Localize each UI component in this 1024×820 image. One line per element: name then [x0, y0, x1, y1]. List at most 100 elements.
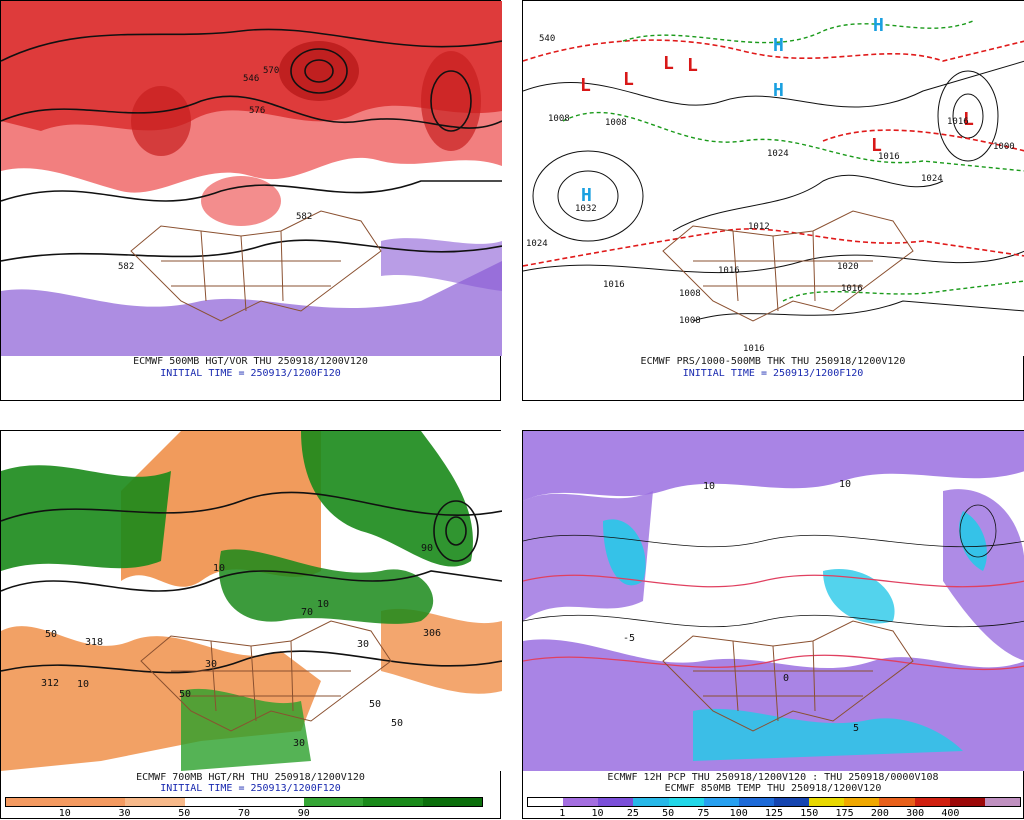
- map-label: 1016: [743, 344, 765, 354]
- map-label: 1032: [575, 204, 597, 214]
- map-500mb: 546 570 576 582 582: [1, 1, 502, 356]
- colorbar-swatch: [563, 798, 599, 806]
- map-label: 10: [839, 479, 851, 490]
- colorbar-tick-label: 30: [118, 808, 131, 819]
- colorbar-swatch: [528, 798, 564, 806]
- map-label: 1016: [878, 152, 900, 162]
- panel-mslp-thickness: L L L L L L H H H H 540 1008 1008 1024 1…: [522, 0, 1024, 401]
- map-label: 90: [421, 543, 433, 554]
- colorbar-swatch: [738, 798, 774, 806]
- caption-line-2: INITIAL TIME = 250913/1200F120: [682, 368, 864, 379]
- colorbar-swatch: [65, 798, 125, 806]
- colorbar-swatch: [303, 798, 363, 806]
- pressure-low-symbol: L: [871, 135, 882, 156]
- map-label: 1016: [841, 284, 863, 294]
- pressure-high-symbol: H: [581, 185, 592, 206]
- colorbar-swatch: [879, 798, 915, 806]
- pressure-low-symbol: L: [687, 55, 698, 76]
- pressure-low-symbol: L: [663, 53, 674, 74]
- colorbar-tick-label: 25: [626, 808, 639, 819]
- map-label: 1008: [548, 114, 570, 124]
- map-label: 1008: [679, 289, 701, 299]
- map-label: 570: [263, 66, 279, 76]
- colorbar-swatch: [844, 798, 880, 806]
- colorbar-tick-label: 100: [729, 808, 748, 819]
- panel-500mb: 546 570 576 582 582 ECMWF 500MB HGT/VOR …: [0, 0, 502, 401]
- map-label: 1024: [526, 239, 548, 249]
- map-label: 312: [41, 678, 59, 689]
- map-label: 1000: [993, 142, 1015, 152]
- colorbar-pcp: [527, 797, 1021, 807]
- colorbar-swatch: [773, 798, 810, 806]
- caption-line-1: ECMWF 500MB HGT/VOR THU 250918/1200V120: [133, 356, 368, 367]
- map-label: 10: [317, 599, 329, 610]
- pressure-low-symbol: L: [580, 75, 591, 96]
- pressure-high-symbol: H: [873, 15, 884, 36]
- colorbar-swatch: [703, 798, 739, 806]
- map-label: 582: [118, 262, 134, 272]
- caption-line-1: ECMWF 700MB HGT/RH THU 250918/1200V120: [136, 772, 365, 783]
- map-label: 10: [703, 481, 715, 492]
- caption-line-2: INITIAL TIME = 250913/1200F120: [160, 783, 341, 794]
- colorbar-tick-label: 50: [662, 808, 675, 819]
- colorbar-tick-label: 175: [835, 808, 854, 819]
- map-label: 10: [77, 679, 89, 690]
- map-label: 546: [243, 74, 259, 84]
- map-label: 0: [783, 673, 789, 684]
- map-label: 50: [391, 718, 403, 729]
- map-label: 1016: [603, 280, 625, 290]
- colorbar-swatch: [984, 798, 1020, 806]
- map-label: 1008: [605, 118, 627, 128]
- colorbar-tick-label: 75: [697, 808, 710, 819]
- colorbar-swatch: [125, 798, 185, 806]
- colorbar-tick-label: 70: [237, 808, 251, 819]
- map-label: 540: [539, 34, 555, 44]
- map-label: 1016: [718, 266, 740, 276]
- colorbar-tick-label: 150: [800, 808, 819, 819]
- colorbar-swatch: [244, 798, 304, 806]
- map-label: 10: [213, 563, 225, 574]
- map-label: 50: [45, 629, 57, 640]
- map-label: 1016: [947, 117, 969, 127]
- map-pcp: 10 10 -5 0 5: [523, 431, 1024, 771]
- colorbar-tick-label: 50: [178, 808, 191, 819]
- map-label: 582: [296, 212, 312, 222]
- caption-line-2: INITIAL TIME = 250913/1200F120: [160, 368, 341, 379]
- map-label: 50: [369, 699, 381, 710]
- colorbar-tick-label: 200: [870, 808, 889, 819]
- map-label: -5: [623, 633, 635, 644]
- colorbar-swatch: [598, 798, 634, 806]
- caption-line-1: ECMWF 12H PCP THU 250918/1200V120 : THU …: [607, 772, 939, 783]
- caption-line-2: ECMWF 850MB TEMP THU 250918/1200V120: [664, 783, 882, 794]
- map-label: 50: [179, 689, 191, 700]
- colorbar-swatch: [6, 798, 66, 806]
- colorbar-swatch: [422, 798, 482, 806]
- map-label: 576: [249, 106, 265, 116]
- map-label: 1020: [837, 262, 859, 272]
- colorbar-swatch: [363, 798, 423, 806]
- colorbar-rh: [5, 797, 483, 807]
- map-mslp: L L L L L L H H H H 540 1008 1008 1024 1…: [523, 1, 1024, 356]
- map-label: 70: [301, 607, 313, 618]
- pressure-high-symbol: H: [773, 35, 784, 56]
- map-label: 306: [423, 628, 441, 639]
- colorbar-swatch: [809, 798, 845, 806]
- colorbar-tick-label: 400: [941, 808, 960, 819]
- colorbar-tick-label: 10: [591, 808, 604, 819]
- colorbar-swatch: [914, 798, 950, 806]
- colorbar-pcp-ticks: 1 10 25 50 75 100 125 150 175 200 300 400: [527, 808, 1021, 820]
- colorbar-tick-label: 90: [297, 808, 310, 819]
- colorbar-swatch: [949, 798, 985, 806]
- colorbar-rh-ticks: 10 30 50 70 90: [5, 808, 483, 820]
- colorbar-tick-label: 10: [58, 808, 71, 819]
- map-label: 30: [293, 738, 305, 749]
- map-label: 1024: [767, 149, 789, 159]
- map-label: 1024: [921, 174, 943, 184]
- pressure-low-symbol: L: [623, 69, 634, 90]
- map-label: 5: [853, 723, 859, 734]
- colorbar-swatch: [633, 798, 669, 806]
- colorbar-tick-label: 125: [764, 808, 784, 819]
- colorbar-swatch: [184, 798, 244, 806]
- colorbar-tick-label: 1: [559, 808, 566, 819]
- map-label: 30: [205, 659, 217, 670]
